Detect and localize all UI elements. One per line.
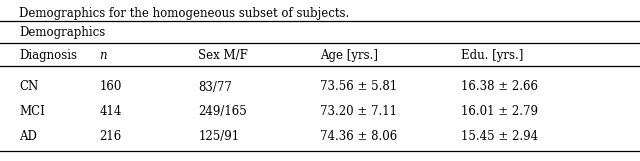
- Text: 249/165: 249/165: [198, 105, 247, 118]
- Text: 83/77: 83/77: [198, 80, 232, 94]
- Text: 160: 160: [99, 80, 122, 94]
- Text: 73.56 ± 5.81: 73.56 ± 5.81: [320, 80, 397, 94]
- Text: 16.38 ± 2.66: 16.38 ± 2.66: [461, 80, 538, 94]
- Text: 15.45 ± 2.94: 15.45 ± 2.94: [461, 130, 538, 143]
- Text: AD: AD: [19, 130, 37, 143]
- Text: Demographics: Demographics: [19, 26, 106, 39]
- Text: CN: CN: [19, 80, 38, 94]
- Text: 74.36 ± 8.06: 74.36 ± 8.06: [320, 130, 397, 143]
- Text: 16.01 ± 2.79: 16.01 ± 2.79: [461, 105, 538, 118]
- Text: Demographics for the homogeneous subset of subjects.: Demographics for the homogeneous subset …: [19, 7, 349, 20]
- Text: Age [yrs.]: Age [yrs.]: [320, 49, 378, 62]
- Text: n: n: [99, 49, 107, 62]
- Text: MCI: MCI: [19, 105, 45, 118]
- Text: 73.20 ± 7.11: 73.20 ± 7.11: [320, 105, 397, 118]
- Text: Edu. [yrs.]: Edu. [yrs.]: [461, 49, 523, 62]
- Text: 216: 216: [99, 130, 122, 143]
- Text: 414: 414: [99, 105, 122, 118]
- Text: 125/91: 125/91: [198, 130, 239, 143]
- Text: Diagnosis: Diagnosis: [19, 49, 77, 62]
- Text: Sex M/F: Sex M/F: [198, 49, 248, 62]
